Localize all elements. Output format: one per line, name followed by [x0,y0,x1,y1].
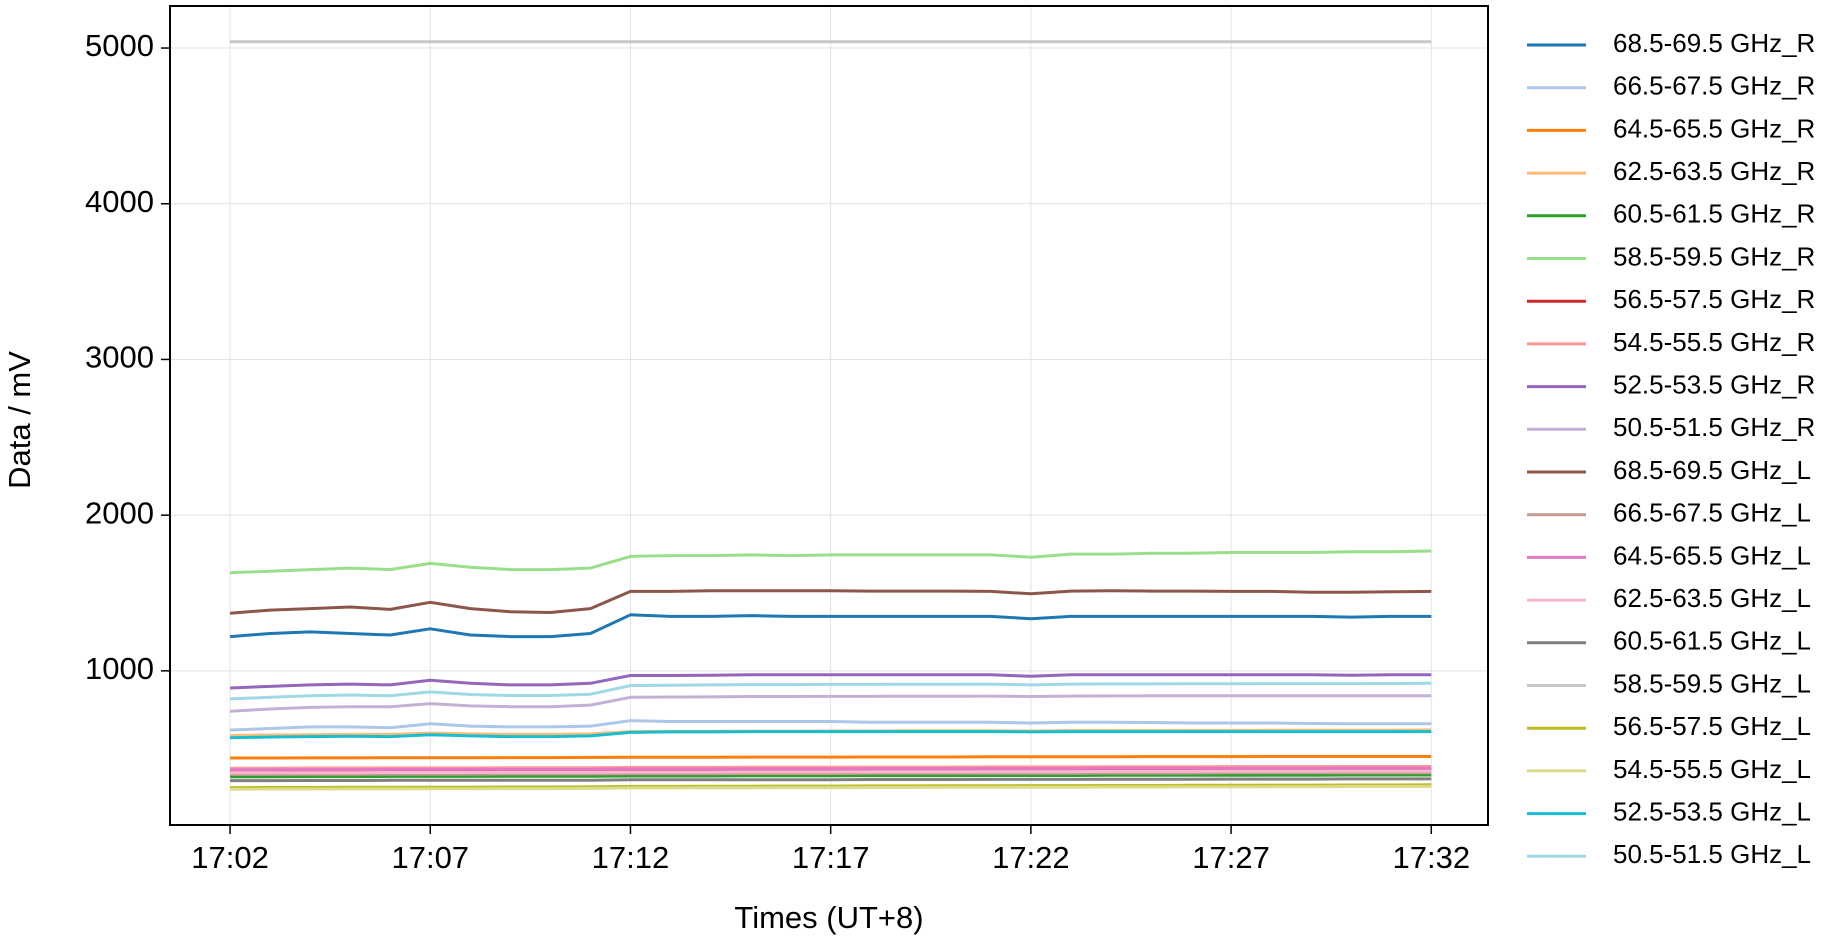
y-tick-label: 5000 [85,28,154,63]
y-axis-label: Data / mV [2,351,37,489]
legend-label: 56.5-57.5 GHz_L [1613,711,1811,741]
legend-label: 50.5-51.5 GHz_R [1613,412,1815,442]
series-line [230,755,1432,760]
x-tick-label: 17:22 [992,840,1070,875]
legend-label: 58.5-59.5 GHz_L [1613,668,1811,698]
series-line [230,719,1432,732]
x-tick-label: 17:02 [191,840,269,875]
legend-label: 68.5-69.5 GHz_R [1613,28,1815,58]
legend-label: 62.5-63.5 GHz_L [1613,583,1811,613]
legend-label: 66.5-67.5 GHz_L [1613,498,1811,528]
series-line [230,766,1432,772]
series-line [230,784,1432,791]
x-tick-label: 17:17 [792,840,870,875]
legend-label: 52.5-53.5 GHz_R [1613,369,1815,399]
x-tick-label: 17:07 [391,840,469,875]
y-tick-label: 4000 [85,184,154,219]
legend-label: 62.5-63.5 GHz_R [1613,156,1815,186]
x-tick-label: 17:27 [1192,840,1270,875]
x-tick-label: 17:12 [592,840,670,875]
legend-label: 56.5-57.5 GHz_R [1613,284,1815,314]
y-tick-label: 1000 [85,651,154,686]
legend-label: 68.5-69.5 GHz_L [1613,455,1811,485]
legend-label: 60.5-61.5 GHz_R [1613,199,1815,229]
series-line [230,694,1432,713]
series-line [230,777,1432,783]
x-axis-label: Times (UT+8) [734,900,923,935]
series-line [230,730,1432,740]
series-line [230,681,1432,701]
series-line [230,773,1432,779]
legend-label: 58.5-59.5 GHz_R [1613,241,1815,271]
series-line [229,589,1432,615]
series-line [229,613,1432,639]
legend-label: 60.5-61.5 GHz_L [1613,626,1811,656]
x-tick-label: 17:32 [1392,840,1470,875]
plot-frame [169,5,1489,826]
legend-label: 54.5-55.5 GHz_R [1613,327,1815,357]
legend-label: 50.5-51.5 GHz_L [1613,839,1811,869]
series-line [230,673,1432,690]
series-line [230,769,1432,775]
legend-label: 52.5-53.5 GHz_L [1613,796,1811,826]
legend-label: 54.5-55.5 GHz_L [1613,754,1811,784]
legend-label: 64.5-65.5 GHz_L [1613,540,1811,570]
legend-label: 64.5-65.5 GHz_R [1613,113,1815,143]
legend-label: 66.5-67.5 GHz_R [1613,71,1815,101]
series-line [230,549,1432,575]
y-tick-label: 3000 [85,340,154,375]
y-tick-label: 2000 [85,495,154,530]
